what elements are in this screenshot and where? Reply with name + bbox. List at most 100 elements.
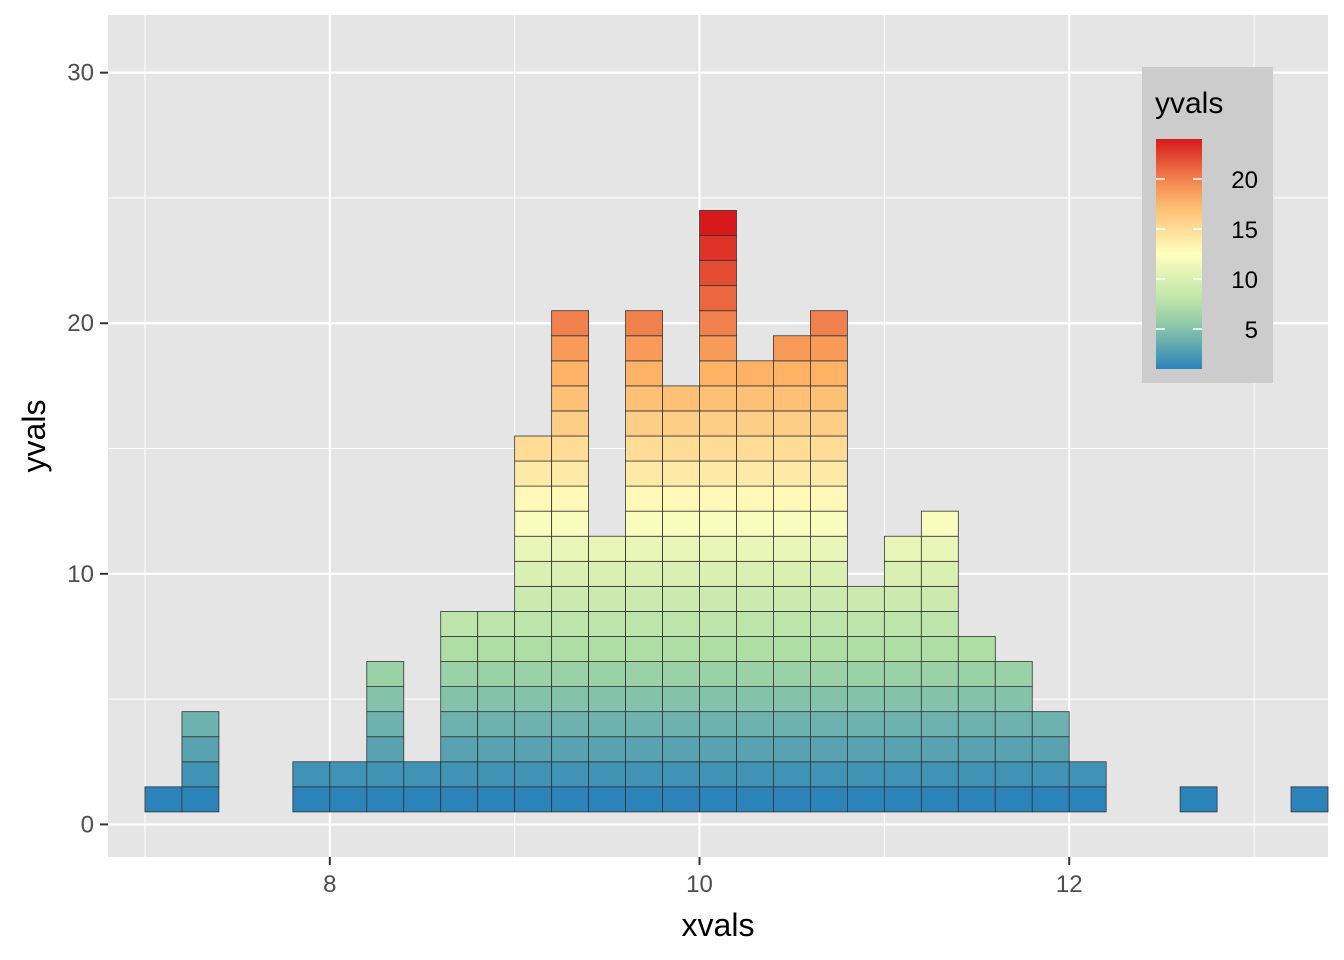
histogram-tiles	[144, 210, 1329, 813]
histogram-tile	[1031, 761, 1070, 788]
histogram-tile	[810, 636, 848, 662]
histogram-tile	[440, 686, 479, 713]
histogram-tile	[699, 736, 737, 763]
histogram-tile	[440, 661, 479, 687]
histogram-tile	[625, 636, 663, 662]
histogram-bar	[366, 661, 405, 813]
histogram-bar	[440, 611, 479, 813]
histogram-tile	[662, 736, 700, 763]
histogram-tile	[699, 611, 737, 637]
histogram-tile	[477, 636, 516, 662]
histogram-bar	[1179, 786, 1218, 813]
legend-tick-label: 20	[1231, 167, 1258, 194]
histogram-bar	[477, 611, 516, 813]
histogram-tile	[551, 385, 590, 412]
histogram-tile	[773, 786, 811, 813]
histogram-tile	[736, 711, 774, 738]
histogram-tile	[292, 761, 331, 788]
histogram-tile	[810, 360, 848, 387]
histogram-bar	[329, 761, 368, 813]
histogram-tile	[699, 260, 737, 287]
histogram-tile	[551, 360, 590, 387]
histogram-tile	[588, 786, 626, 813]
histogram-tile	[662, 560, 700, 587]
histogram-tile	[144, 786, 183, 813]
histogram-tile	[699, 761, 737, 788]
histogram-tile	[662, 761, 700, 788]
histogram-tile	[1179, 786, 1218, 813]
histogram-tile	[773, 585, 811, 612]
histogram-tile	[662, 711, 700, 738]
histogram-tile	[625, 786, 663, 813]
histogram-tile	[440, 636, 479, 662]
histogram-bar	[773, 335, 811, 813]
histogram-tile	[625, 711, 663, 738]
histogram-tile	[736, 460, 774, 487]
histogram-tile	[588, 661, 626, 687]
legend-ticks: 20 15 10 5	[1156, 167, 1258, 344]
histogram-tile	[920, 535, 959, 562]
histogram-tile	[181, 761, 220, 788]
histogram-tile	[810, 736, 848, 763]
histogram-bar	[1068, 761, 1107, 813]
histogram-tile	[551, 711, 590, 738]
histogram-tile	[994, 761, 1033, 788]
histogram-bar	[810, 310, 848, 813]
histogram-tile	[588, 535, 626, 562]
histogram-tile	[699, 585, 737, 612]
histogram-tile	[625, 611, 663, 637]
histogram-tile	[699, 485, 737, 512]
y-tick-label: 20	[67, 310, 94, 337]
histogram-tile	[699, 711, 737, 738]
histogram-tile	[920, 560, 959, 587]
histogram-tile	[883, 786, 922, 813]
histogram-tile	[477, 711, 516, 738]
histogram-tile	[329, 786, 368, 813]
histogram-tile	[551, 686, 590, 713]
histogram-tile	[366, 686, 405, 713]
histogram-tile	[736, 485, 774, 512]
histogram-tile	[514, 585, 553, 612]
histogram-tile	[1031, 711, 1070, 738]
histogram-tile	[846, 585, 885, 612]
x-axis: 8 10 12	[323, 857, 1083, 898]
histogram-tile	[514, 761, 553, 788]
histogram-tile	[699, 385, 737, 412]
legend: yvals 20 15 10 5	[1142, 67, 1273, 383]
histogram-tile	[514, 686, 553, 713]
histogram-tile	[514, 510, 553, 537]
histogram-tile	[699, 360, 737, 387]
histogram-tile	[957, 711, 996, 738]
histogram-bar	[181, 711, 220, 813]
histogram-tile	[514, 661, 553, 687]
histogram-tile	[551, 535, 590, 562]
histogram-tile	[810, 761, 848, 788]
histogram-tile	[883, 585, 922, 612]
histogram-tile	[181, 736, 220, 763]
histogram-tile	[366, 761, 405, 788]
histogram-tile	[736, 510, 774, 537]
histogram-bar	[588, 535, 626, 813]
histogram-tile	[1031, 736, 1070, 763]
histogram-bar	[625, 310, 663, 813]
histogram-tile	[736, 661, 774, 687]
histogram-tile	[514, 435, 553, 462]
histogram-bar	[846, 585, 885, 813]
histogram-tile	[736, 636, 774, 662]
histogram-tile	[551, 435, 590, 462]
histogram-tile	[514, 560, 553, 587]
histogram-tile	[810, 711, 848, 738]
histogram-tile	[440, 711, 479, 738]
histogram-tile	[773, 661, 811, 687]
histogram-tile	[736, 611, 774, 637]
histogram-tile	[994, 711, 1033, 738]
histogram-tile	[477, 686, 516, 713]
histogram-tile	[699, 435, 737, 462]
histogram-tile	[736, 585, 774, 612]
histogram-tile	[625, 686, 663, 713]
histogram-tile	[551, 310, 590, 337]
histogram-tile	[846, 761, 885, 788]
histogram-tile	[551, 460, 590, 487]
histogram-tile	[625, 360, 663, 387]
histogram-tile	[551, 410, 590, 437]
